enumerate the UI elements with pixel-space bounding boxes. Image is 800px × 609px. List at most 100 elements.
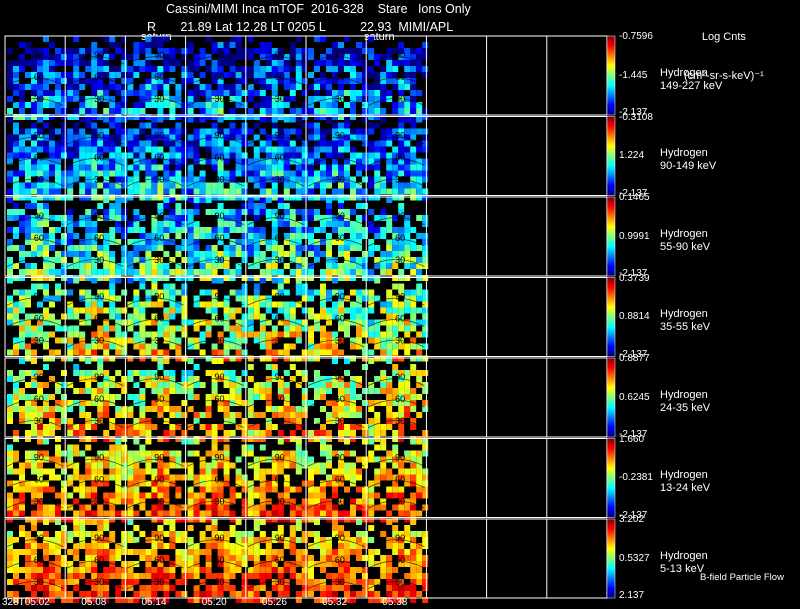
heatmap-cell xyxy=(247,444,254,451)
heatmap-cell xyxy=(271,567,278,573)
heatmap-cell xyxy=(97,364,104,370)
heatmap-cell xyxy=(271,325,278,332)
heatmap-cell xyxy=(301,400,308,406)
heatmap-cell xyxy=(205,140,212,147)
heatmap-cell xyxy=(175,555,182,561)
heatmap-cell xyxy=(265,116,272,123)
heatmap-cell xyxy=(175,170,182,177)
heatmap-cell xyxy=(332,263,338,269)
heatmap-cell xyxy=(410,152,417,159)
heatmap-cell xyxy=(301,289,308,296)
heatmap-cell xyxy=(79,474,86,481)
heatmap-cell xyxy=(103,263,110,269)
heatmap-cell xyxy=(67,591,74,597)
heatmap-cell xyxy=(187,549,194,555)
heatmap-cell xyxy=(344,66,350,72)
heatmap-cell xyxy=(320,510,326,517)
heatmap-cell xyxy=(97,525,104,531)
heatmap-cell xyxy=(85,358,92,364)
contour-label: 60 xyxy=(395,72,405,82)
heatmap-cell xyxy=(326,116,332,123)
heatmap-cell xyxy=(211,128,218,135)
heatmap-cell xyxy=(133,152,140,159)
heatmap-cell xyxy=(295,519,302,525)
heatmap-cell xyxy=(169,537,176,543)
heatmap-cell xyxy=(253,307,260,314)
heatmap-cell xyxy=(332,450,338,457)
heatmap-cell xyxy=(139,227,146,233)
contour-label: 30 xyxy=(335,416,345,426)
contour-label: 30 xyxy=(335,175,345,185)
heatmap-cell xyxy=(247,164,254,171)
heatmap-cell xyxy=(151,66,158,72)
contour-line xyxy=(187,158,244,166)
heatmap-cell xyxy=(133,591,140,597)
heatmap-cell xyxy=(344,430,350,436)
heatmap-cell xyxy=(398,90,405,96)
heatmap-cell xyxy=(350,66,356,72)
heatmap-cell xyxy=(25,543,31,549)
heatmap-cell xyxy=(73,525,80,531)
heatmap-cell xyxy=(25,188,31,195)
heatmap-cell xyxy=(133,486,140,493)
heatmap-cell xyxy=(332,96,338,102)
heatmap-cell xyxy=(229,462,236,469)
heatmap-cell xyxy=(31,337,37,344)
heatmap-cell xyxy=(37,269,43,275)
heatmap-cell xyxy=(43,245,49,251)
heatmap-cell xyxy=(344,450,350,457)
heatmap-cell xyxy=(181,295,188,302)
heatmap-cell xyxy=(193,549,200,555)
contour-label: 90 xyxy=(94,130,104,140)
heatmap-cell xyxy=(67,152,74,159)
heatmap-cell xyxy=(338,480,344,487)
contour-label: 60 xyxy=(214,152,224,162)
heatmap-cell xyxy=(145,239,152,245)
contour-label: 60 xyxy=(395,313,405,323)
heatmap-cell xyxy=(79,128,86,135)
heatmap-cell xyxy=(133,245,140,251)
heatmap-cell xyxy=(410,227,417,233)
heatmap-cell xyxy=(241,543,248,549)
heatmap-cell xyxy=(235,543,242,549)
heatmap-cell xyxy=(49,394,55,400)
heatmap-cell xyxy=(283,382,290,388)
heatmap-cell xyxy=(271,531,278,537)
heatmap-cell xyxy=(7,456,13,463)
heatmap-cell xyxy=(362,164,368,171)
heatmap-cell xyxy=(121,54,128,60)
heatmap-cell xyxy=(422,486,429,493)
heatmap-cell xyxy=(31,412,37,418)
heatmap-cell xyxy=(205,567,212,573)
heatmap-cell xyxy=(79,54,86,60)
contour-label: 30 xyxy=(154,255,164,265)
heatmap-cell xyxy=(344,474,350,481)
heatmap-cell xyxy=(295,48,302,54)
heatmap-cell xyxy=(392,72,399,78)
heatmap-cell xyxy=(326,90,332,96)
contour-label: 90 xyxy=(94,372,104,382)
heatmap-cell xyxy=(344,486,350,493)
heatmap-cell xyxy=(115,209,122,215)
heatmap-cell xyxy=(308,343,314,350)
heatmap-cell xyxy=(133,48,140,54)
heatmap-cell xyxy=(103,325,110,332)
contour-line xyxy=(67,581,124,589)
heatmap-cell xyxy=(7,561,13,567)
contour-line xyxy=(307,339,365,348)
heatmap-cell xyxy=(362,579,368,585)
heatmap-cell xyxy=(187,486,194,493)
heatmap-cell xyxy=(404,66,411,72)
heatmap-cell xyxy=(181,283,188,290)
heatmap-cell xyxy=(253,424,260,430)
heatmap-cell xyxy=(127,376,134,382)
heatmap-cell xyxy=(404,400,411,406)
heatmap-cell xyxy=(217,549,224,555)
heatmap-cell xyxy=(247,492,254,499)
heatmap-cell xyxy=(289,313,296,320)
heatmap-cell xyxy=(392,146,399,153)
heatmap-cell xyxy=(320,170,326,177)
heatmap-cell xyxy=(223,567,230,573)
heatmap-cell xyxy=(169,283,176,290)
heatmap-cell xyxy=(404,591,411,597)
